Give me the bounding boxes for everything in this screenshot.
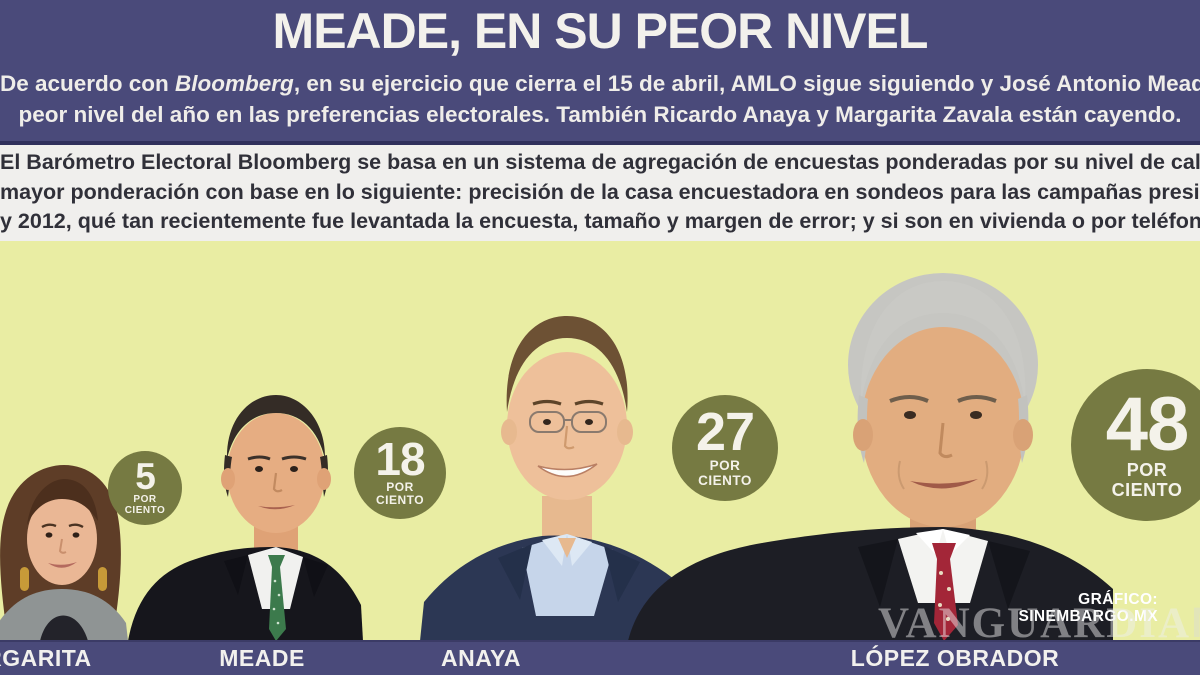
percent-badge-lopez-obrador: 48 POR CIENTO [1071,369,1200,521]
candidate-name-margarita: MARGARITA [0,645,92,671]
subtitle-line2: peor nivel del año en las preferencias e… [18,102,1182,127]
header-band: MEADE, EN SU PEOR NIVEL De acuerdo con B… [0,0,1200,141]
methodology-line1: El Barómetro Electoral Bloomberg se basa… [0,150,1200,174]
credit-line2: SINEMBARGO.MX [1018,608,1158,625]
methodology-line3: y 2012, qué tan recientemente fue levant… [0,209,1200,233]
percent-badge-margarita: 5 POR CIENTO [108,451,182,525]
candidates-panel: 5 POR CIENTO 18 POR CIENTO 27 POR CIENTO… [0,241,1200,640]
percent-unit-ciento: CIENTO [124,505,166,517]
percent-badge-meade: 18 POR CIENTO [354,427,446,519]
vanguardia-watermark: VANGUARDIAMX [878,599,1200,640]
percent-unit-por: POR [386,479,414,494]
percent-badge-anaya: 27 POR CIENTO [672,395,778,501]
percent-unit-ciento: CIENTO [1111,479,1183,500]
percent-value: 18 [375,433,425,486]
percent-unit-por: POR [1126,459,1168,480]
percent-value: 5 [135,455,156,497]
margarita-photo [0,465,128,640]
source-name: Bloomberg [175,71,294,96]
meade-photo [128,395,363,640]
percent-unit-ciento: CIENTO [698,472,752,488]
names-bar: MARGARITA MEADE ANAYA LÓPEZ OBRADOR [0,640,1200,675]
watermark-suffix: MX [1191,599,1200,640]
percent-unit-ciento: CIENTO [375,493,425,508]
percent-unit-por: POR [709,457,741,473]
candidate-name-lopez-obrador: LÓPEZ OBRADOR [850,645,1060,671]
percent-value: 48 [1105,381,1190,467]
candidate-name-anaya: ANAYA [440,645,522,671]
candidate-name-meade: MEADE [219,645,305,671]
subtitle-line1: De acuerdo con Bloomberg, en su ejercici… [0,71,1200,96]
subtitle: De acuerdo con Bloomberg, en su ejercici… [0,68,1200,130]
percent-unit-por: POR [133,493,157,505]
methodology-band: El Barómetro Electoral Bloomberg se basa… [0,145,1200,241]
graphic-credit: GRÁFICO: SINEMBARGO.MX [1018,591,1158,625]
lopez-obrador-photo [628,273,1113,640]
divider-line [0,141,1200,145]
methodology-line2: mayor ponderación con base en lo siguien… [0,179,1200,204]
percent-value: 27 [695,402,755,463]
credit-line1: GRÁFICO: [1078,591,1158,608]
page-title: MEADE, EN SU PEOR NIVEL [272,3,929,59]
